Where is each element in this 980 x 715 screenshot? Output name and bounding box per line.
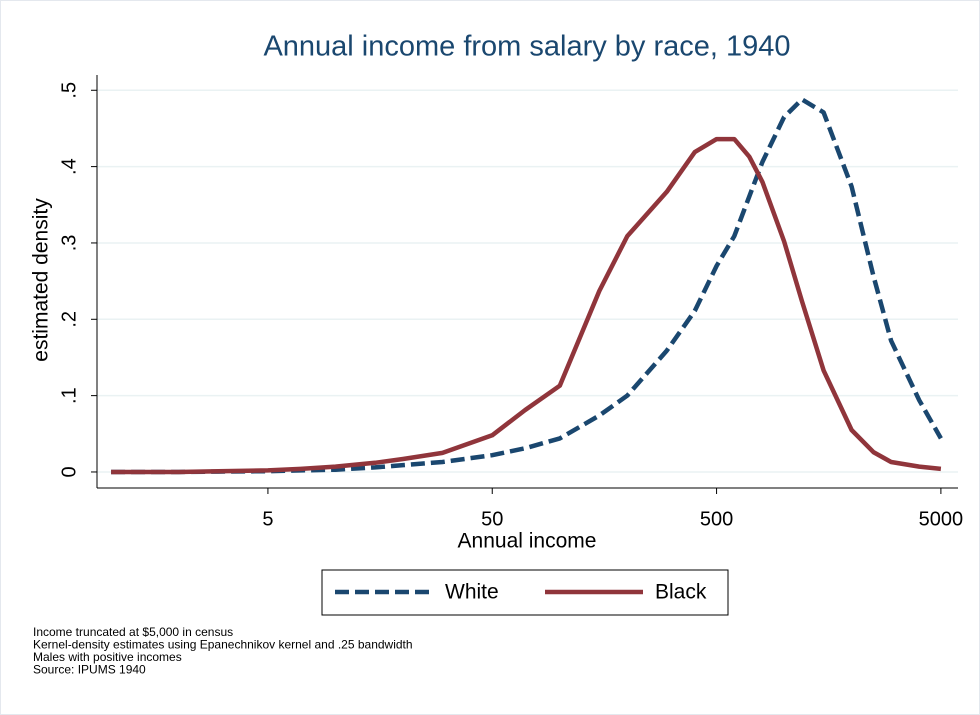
note: Income truncated at $5,000 in census [33,625,233,639]
note: Males with positive incomes [33,650,182,664]
y-tick-label: .4 [58,158,80,175]
x-tick-label: 50 [481,508,503,530]
y-tick-label: .1 [58,387,80,404]
legend-box [321,569,729,616]
y-axis-title: estimated density [30,198,53,362]
data-line [111,97,943,475]
y-tick-label: .3 [58,235,80,252]
chart-title: Annual income from salary by race, 1940 [263,31,790,63]
data-line [111,136,942,475]
x-tick-label: 500 [700,508,733,530]
legend-label: Black [655,581,707,604]
y-tick-label: .5 [58,82,80,99]
note: Source: IPUMS 1940 [33,663,146,677]
x-tick-label: 5 [262,508,273,530]
y-tick-label: .2 [58,311,80,328]
x-tick-label: 5000 [919,508,964,530]
y-tick-label: 0 [58,466,80,477]
note: Kernel-density estimates using Epanechni… [33,638,413,652]
legend-label: White [445,581,499,604]
x-axis-title: Annual income [458,530,597,553]
